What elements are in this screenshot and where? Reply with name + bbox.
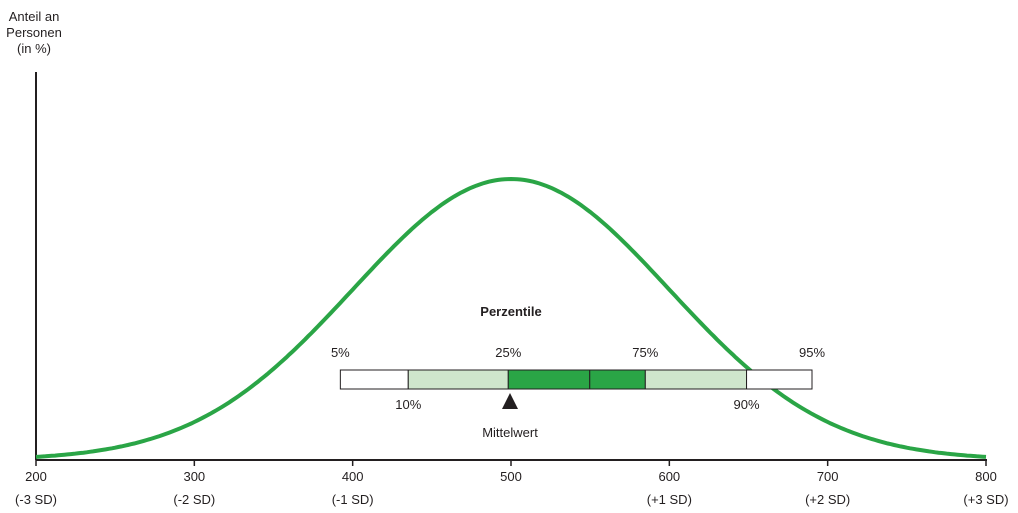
percentile-segment [746, 369, 813, 390]
percentile-label: 5% [331, 345, 350, 360]
percentile-segment [644, 369, 748, 390]
percentile-label: 10% [395, 397, 421, 412]
percentile-segment [589, 369, 646, 390]
percentile-label: 90% [734, 397, 760, 412]
percentile-label: 75% [632, 345, 658, 360]
x-tick-sublabel: (+1 SD) [647, 492, 692, 507]
x-tick-label: 800 [975, 469, 997, 484]
y-axis-label-line: Anteil an [9, 9, 60, 24]
x-tick-label: 300 [183, 469, 205, 484]
x-tick-sublabel: (+2 SD) [805, 492, 850, 507]
x-axis-ticks: 200 (-3 SD) 300 (-2 SD) 400 (-1 SD) 500 600 (+1 … [15, 460, 1009, 507]
x-tick-sublabel: (-1 SD) [332, 492, 374, 507]
mean-label: Mittelwert [482, 425, 538, 440]
x-tick-label: 200 [25, 469, 47, 484]
mean-marker-triangle [502, 393, 518, 409]
percentile-label: 95% [799, 345, 825, 360]
distribution-curve [35, 176, 987, 459]
percentile-bar: 5% 25% 75% 95% 10% 90% [331, 345, 825, 412]
percentile-segment [407, 369, 509, 390]
percentile-label: 25% [495, 345, 521, 360]
x-tick-sublabel: (+3 SD) [963, 492, 1008, 507]
x-tick-label: 600 [658, 469, 680, 484]
x-tick-label: 500 [500, 469, 522, 484]
x-tick-label: 400 [342, 469, 364, 484]
percentile-title: Perzentile [480, 304, 541, 319]
y-axis-label-line: (in %) [17, 41, 51, 56]
percentile-segment [339, 369, 409, 390]
x-tick-sublabel: (-2 SD) [173, 492, 215, 507]
y-axis-label: Anteil an Personen (in %) [6, 9, 62, 56]
x-tick-label: 700 [817, 469, 839, 484]
x-tick-sublabel: (-3 SD) [15, 492, 57, 507]
percentile-segment [507, 369, 591, 390]
y-axis-label-line: Personen [6, 25, 62, 40]
